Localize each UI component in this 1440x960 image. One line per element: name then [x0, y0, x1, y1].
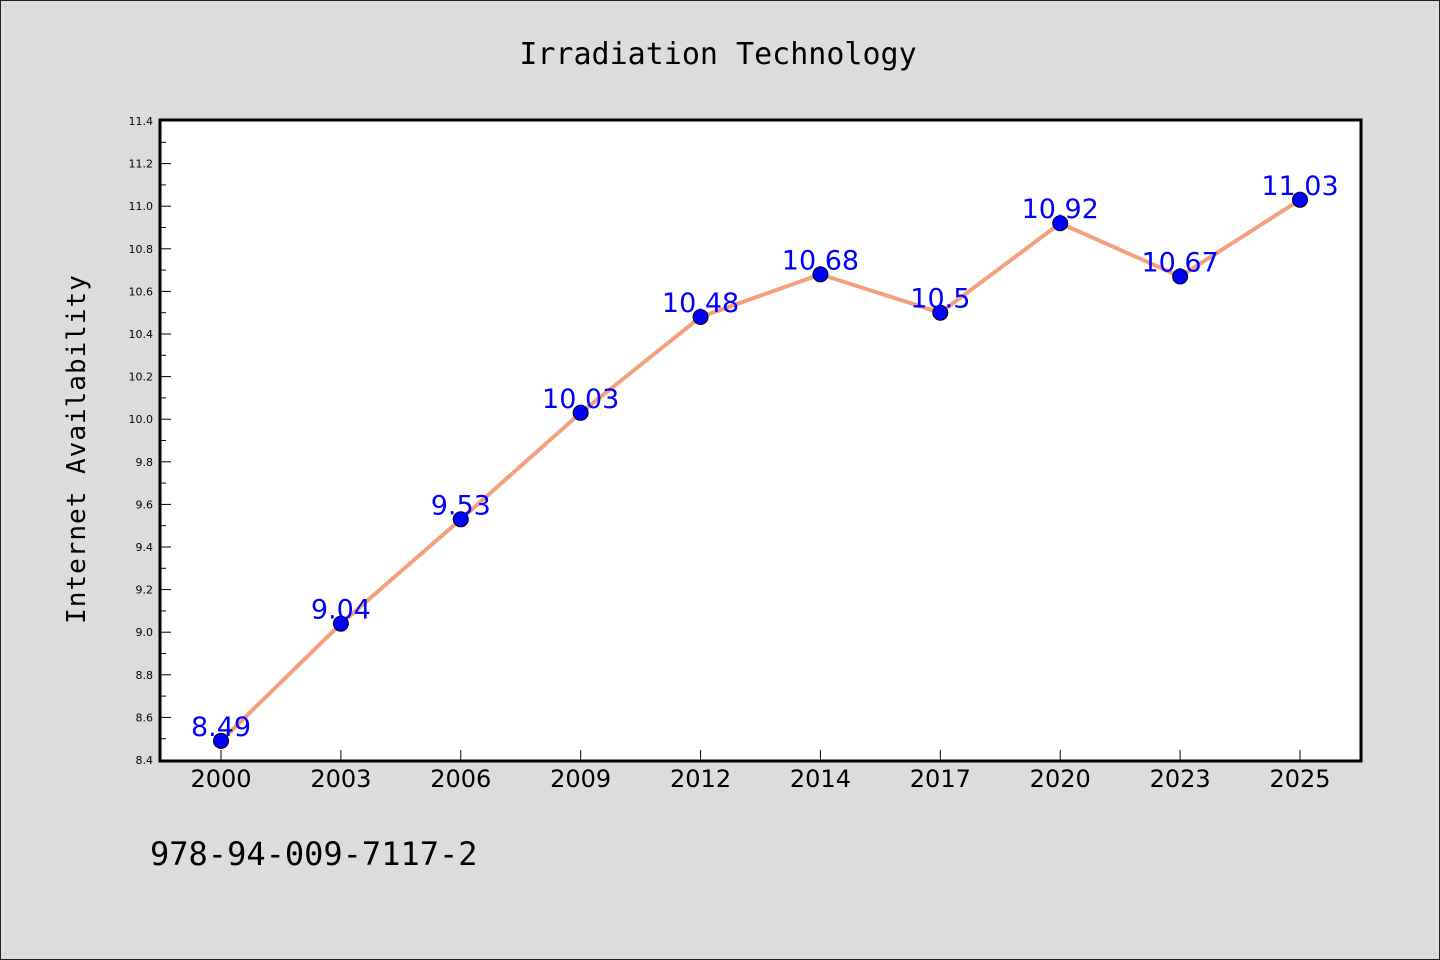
- data-label: 11.03: [1261, 171, 1338, 202]
- x-tick-label: 2009: [550, 765, 611, 793]
- data-label: 10.67: [1141, 247, 1218, 278]
- series-line: [219, 197, 1302, 743]
- x-tick-label: 2006: [430, 765, 491, 793]
- data-point: [1052, 215, 1069, 232]
- y-tick-label: 10.2: [129, 371, 154, 384]
- y-tick-label: 8.4: [136, 754, 154, 767]
- x-tick-label: 2025: [1269, 765, 1330, 793]
- y-tick-label: 8.6: [136, 711, 154, 724]
- data-label: 9.53: [431, 490, 491, 521]
- data-point: [213, 732, 229, 749]
- x-tick-label: 2017: [910, 765, 971, 793]
- data-label: 9.04: [311, 595, 371, 626]
- y-axis-label: Internet Availability: [62, 274, 92, 624]
- chart-title: Irradiation Technology: [519, 37, 916, 72]
- x-tick-label: 2014: [790, 765, 851, 793]
- y-tick-label: 11.0: [129, 200, 154, 213]
- data-point: [452, 511, 469, 528]
- y-tick-label: 10.4: [129, 328, 154, 341]
- y-tick-label: 10.8: [129, 243, 154, 256]
- data-point: [1172, 268, 1189, 285]
- data-labels: 8.49 9.04 9.53 10.03 10.48 10.68 10.5 10.92 10.6…: [191, 171, 1339, 743]
- y-tick-label: 11.2: [129, 158, 154, 171]
- x-tick-label: 2020: [1030, 765, 1091, 793]
- plot-area: [158, 118, 1363, 763]
- data-label: 10.48: [662, 288, 739, 319]
- data-label: 10.03: [542, 384, 619, 415]
- data-point: [932, 304, 949, 321]
- y-tick-label: 9.6: [136, 498, 154, 511]
- data-point: [1292, 191, 1308, 208]
- y-tick-label: 9.2: [136, 584, 154, 597]
- y-tick-label: 9.0: [136, 626, 154, 639]
- data-point: [812, 266, 829, 283]
- isbn-text: 978-94-009-7117-2: [150, 835, 478, 873]
- data-label: 10.68: [782, 245, 859, 276]
- x-tick-label: 2012: [670, 765, 731, 793]
- y-tick-label: 11.4: [129, 115, 154, 128]
- y-tick-label: 10.0: [129, 413, 154, 426]
- y-tick-label: 10.6: [129, 285, 154, 298]
- y-tick-label: 9.8: [136, 456, 154, 469]
- y-axis: 8.4 8.6 8.8 9.0 9.2 9.4 9.6 9.8 10.0 10.2 10.4 10.6…: [129, 115, 171, 767]
- data-label: 10.92: [1022, 194, 1099, 225]
- data-point: [692, 308, 709, 325]
- y-tick-label: 9.4: [136, 541, 154, 554]
- y-tick-label: 8.8: [136, 669, 154, 682]
- x-tick-label: 2023: [1150, 765, 1211, 793]
- data-label: 10.5: [910, 284, 970, 315]
- series: [213, 191, 1308, 749]
- x-tick-label: 2000: [190, 765, 251, 793]
- x-axis: 2000 2003 2006 2009 2012 2014 2017 2020 2023 2025: [190, 750, 1331, 793]
- data-label: 8.49: [191, 712, 251, 743]
- data-point: [332, 615, 349, 632]
- x-tick-label: 2003: [310, 765, 371, 793]
- data-point: [572, 404, 589, 421]
